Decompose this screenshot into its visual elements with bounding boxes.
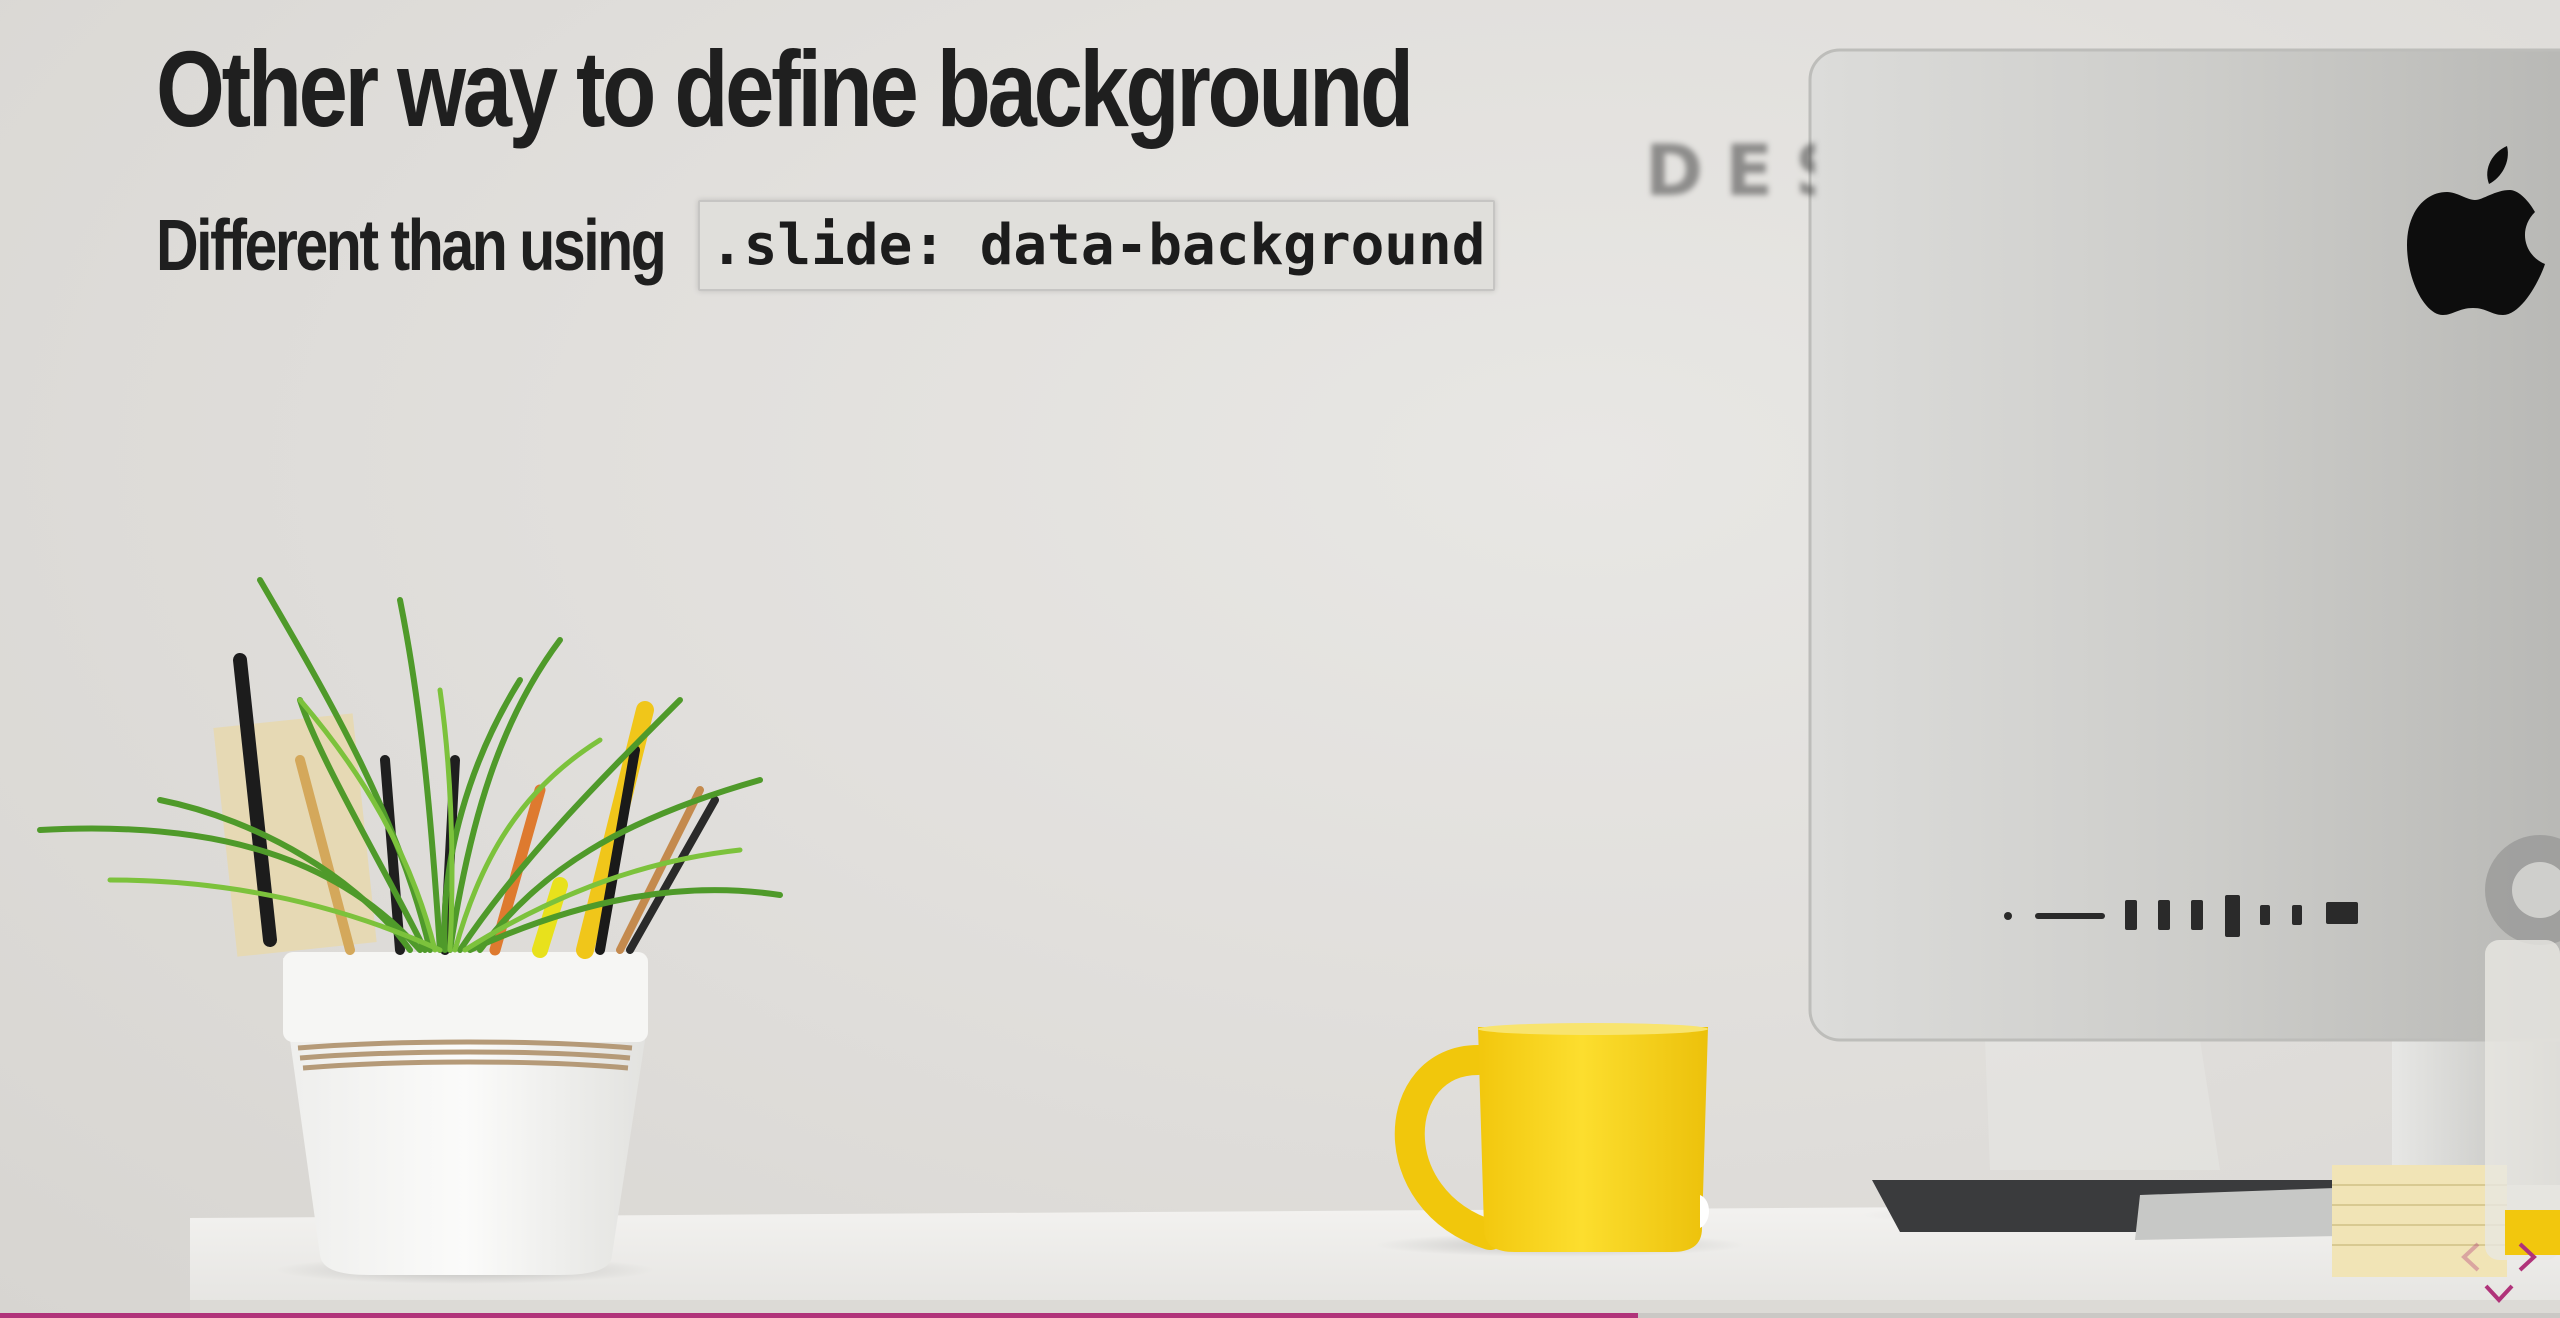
slide-subtitle: Different than using .slide: data-backgr… xyxy=(156,200,1496,292)
navigation-controls xyxy=(2454,1230,2546,1310)
subtitle-text: Different than using xyxy=(156,205,667,286)
nav-left-button[interactable] xyxy=(2454,1240,2488,1274)
chevron-right-icon xyxy=(2518,1242,2537,1272)
progress-fill xyxy=(0,1313,1639,1318)
chevron-left-icon xyxy=(2461,1242,2480,1272)
nav-right-button[interactable] xyxy=(2510,1240,2544,1274)
blurred-wall-text: DES xyxy=(1645,130,1815,212)
nav-down-button[interactable] xyxy=(2482,1276,2516,1310)
code-snippet: .slide: data-background xyxy=(698,200,1496,292)
slide-title: Other way to define background xyxy=(156,28,1414,149)
chevron-down-icon xyxy=(2484,1284,2514,1303)
presentation-progress-bar xyxy=(0,1313,2560,1318)
